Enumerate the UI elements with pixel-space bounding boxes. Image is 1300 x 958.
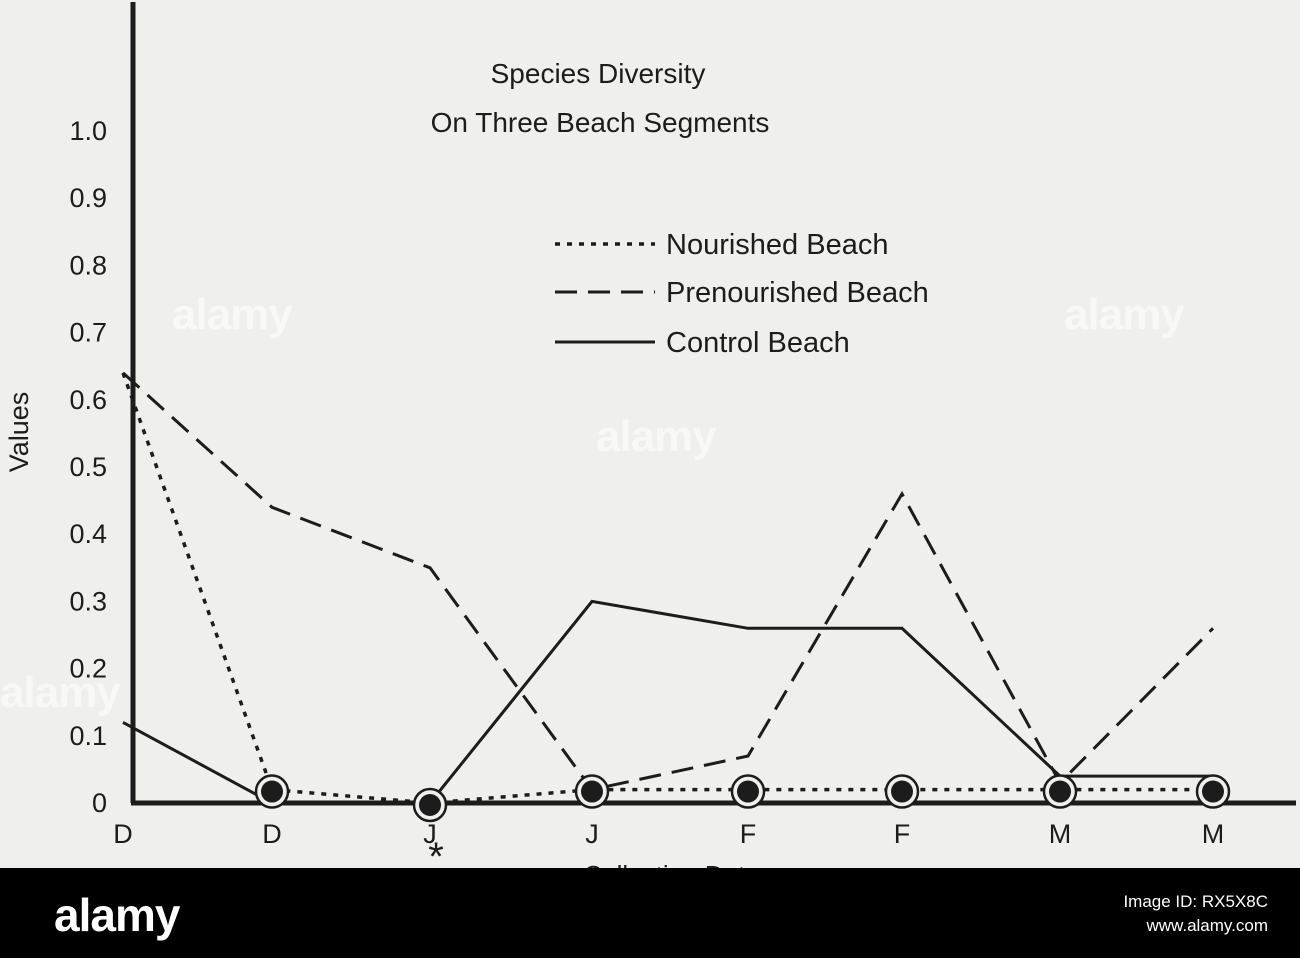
data-point — [891, 780, 913, 803]
data-point — [261, 780, 283, 803]
y-tick-label: 0.9 — [69, 183, 107, 213]
stock-footer: alamy Image ID: RX5X8C www.alamy.com — [0, 868, 1300, 958]
y-axis-ticks: 1.0 0.9 0.8 0.7 0.6 0.5 0.4 0.3 0.2 0.1 0 — [69, 116, 107, 818]
series-line-nourished-beach — [121, 372, 1213, 805]
x-tick-label: M — [1049, 819, 1072, 849]
legend-label: Prenourished Beach — [666, 277, 929, 309]
x-tick-label: D — [113, 819, 133, 849]
chart-paper: 1.0 0.9 0.8 0.7 0.6 0.5 0.4 0.3 0.2 0.1 0 D D J J F F M M… — [0, 0, 1300, 868]
y-tick-label: 0.2 — [69, 654, 107, 684]
x-axis-label: Collection Dates — [583, 860, 772, 868]
image-meta: Image ID: RX5X8C www.alamy.com — [1123, 890, 1268, 938]
legend-label: Control Beach — [666, 327, 850, 359]
watermark-text: alamy — [172, 290, 293, 339]
y-tick-label: 0.3 — [69, 586, 107, 616]
series-line-control-beach — [122, 599, 1213, 805]
x-tick-label: F — [894, 819, 911, 849]
data-point — [737, 780, 759, 803]
y-tick-label: 0.1 — [69, 721, 107, 751]
watermark-text: alamy — [596, 412, 717, 461]
species-diversity-chart: 1.0 0.9 0.8 0.7 0.6 0.5 0.4 0.3 0.2 0.1 0 D D J J F F M M… — [4, 2, 1296, 868]
series-group — [121, 371, 1215, 805]
data-point — [581, 780, 603, 803]
x-tick-label: M — [1202, 819, 1225, 849]
y-tick-label: 0.6 — [69, 385, 107, 415]
y-tick-label: 0.5 — [69, 452, 107, 482]
x-tick-label: J — [423, 819, 437, 849]
y-tick-label: 0 — [92, 788, 107, 818]
x-tick-label: J — [585, 819, 599, 849]
data-point — [419, 794, 441, 816]
image-id-text: Image ID: RX5X8C — [1123, 892, 1268, 911]
data-point — [1049, 780, 1071, 803]
y-tick-label: 1.0 — [69, 116, 107, 146]
watermark-text: alamy — [0, 668, 121, 717]
data-point — [1202, 780, 1224, 803]
x-tick-label: D — [262, 819, 282, 849]
y-tick-label: 0.7 — [69, 318, 107, 348]
x-axis-ticks: D D J J F F M M * — [113, 819, 1224, 868]
chart-subtitle: On Three Beach Segments — [431, 107, 770, 138]
watermark-text: alamy — [1064, 290, 1185, 339]
x-tick-label: F — [740, 819, 757, 849]
chart-title: Species Diversity — [491, 58, 706, 89]
legend: Nourished Beach Prenourished Beach Control… — [555, 229, 929, 359]
legend-label: Nourished Beach — [666, 229, 888, 261]
alamy-logo: alamy — [54, 889, 180, 941]
point-markers — [254, 774, 1231, 823]
treatment-marker: * — [428, 835, 444, 868]
site-url: www.alamy.com — [1146, 916, 1268, 935]
y-tick-label: 0.8 — [69, 250, 107, 280]
y-tick-label: 0.4 — [69, 519, 107, 549]
y-axis-label: Values — [4, 392, 34, 473]
